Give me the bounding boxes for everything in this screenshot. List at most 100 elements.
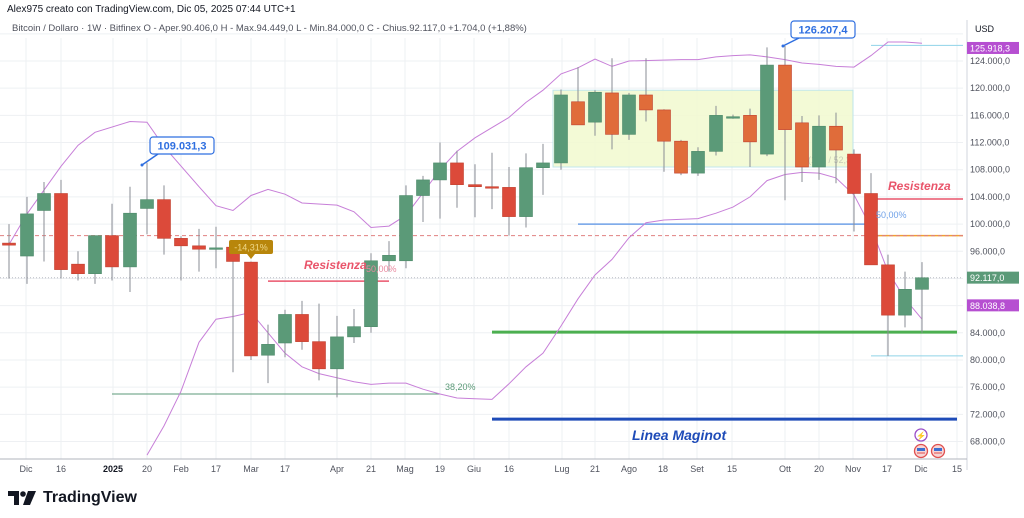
candle-body <box>88 235 102 274</box>
candle[interactable] <box>261 324 275 384</box>
badge-pointer <box>247 254 255 259</box>
candle[interactable] <box>829 112 843 184</box>
tradingview-logo[interactable]: TradingView <box>8 489 137 507</box>
candle[interactable] <box>898 271 912 328</box>
candle[interactable] <box>416 175 430 223</box>
candle[interactable] <box>847 149 861 232</box>
candle[interactable] <box>278 309 292 358</box>
candle[interactable] <box>657 109 671 172</box>
candle[interactable] <box>915 262 929 333</box>
candle[interactable] <box>54 179 68 279</box>
candle[interactable] <box>605 58 619 150</box>
candle-body <box>192 245 206 250</box>
candle[interactable] <box>226 241 240 373</box>
candle[interactable] <box>691 147 705 176</box>
lightning-glyph: ⚡ <box>916 431 926 441</box>
time-tick-label: Apr <box>330 464 344 474</box>
price-label-text: 92.117,0 <box>970 273 1004 283</box>
candle[interactable] <box>554 89 568 170</box>
candle[interactable] <box>312 303 326 381</box>
bollinger-lower-band <box>146 171 923 456</box>
candle-body <box>140 199 154 209</box>
candle-body <box>2 242 16 246</box>
candle[interactable] <box>536 143 550 195</box>
candle[interactable] <box>674 139 688 176</box>
candle[interactable] <box>88 235 102 284</box>
time-tick-label: 15 <box>952 464 962 474</box>
candle[interactable] <box>622 92 636 140</box>
candle[interactable] <box>709 105 723 156</box>
price-tick-label: 84.000,0 <box>970 328 1005 338</box>
candle[interactable] <box>485 152 499 210</box>
candle[interactable] <box>364 253 378 333</box>
candle[interactable] <box>433 142 447 219</box>
candle[interactable] <box>382 241 396 272</box>
candle[interactable] <box>571 67 585 126</box>
candle[interactable] <box>157 185 171 255</box>
label-linea-maginot: Linea Maginot <box>632 427 727 443</box>
price-tick-label: 96.000,0 <box>970 246 1005 256</box>
candle[interactable] <box>502 167 516 236</box>
candle[interactable] <box>519 153 533 228</box>
candle[interactable] <box>174 236 188 281</box>
time-tick-label: Dic <box>20 464 33 474</box>
candle[interactable] <box>347 309 361 343</box>
candle[interactable] <box>71 251 85 281</box>
price-label-box <box>967 41 1019 54</box>
callout-text: 126.207,4 <box>799 25 849 37</box>
candle-body <box>450 162 464 185</box>
label-resistenza-late: Resistenza <box>888 179 951 193</box>
callout-text: 109.031,3 <box>158 141 207 153</box>
candle[interactable] <box>743 108 757 168</box>
candle[interactable] <box>468 164 482 218</box>
candle[interactable] <box>881 254 895 356</box>
callout-anchor <box>140 163 144 167</box>
price-callout[interactable]: 109.031,3 <box>140 136 215 167</box>
candle[interactable] <box>795 116 809 182</box>
time-tick-label: Feb <box>173 464 189 474</box>
label-resistenza-early: Resistenza <box>304 258 367 272</box>
candle-body <box>864 193 878 266</box>
candle-body <box>898 289 912 316</box>
candle[interactable] <box>450 150 464 208</box>
candle[interactable] <box>864 173 878 266</box>
candle-body <box>37 193 51 211</box>
price-label-box <box>967 299 1019 312</box>
candle[interactable] <box>123 186 137 293</box>
candle[interactable] <box>105 203 119 281</box>
candle[interactable] <box>209 226 223 269</box>
candle[interactable] <box>192 228 206 272</box>
candle[interactable] <box>244 261 258 360</box>
candle-body <box>364 260 378 327</box>
candle[interactable] <box>588 90 602 136</box>
candle-body <box>71 263 85 274</box>
lightning-event-icon[interactable] <box>914 428 928 442</box>
candle-body <box>244 261 258 357</box>
price-callout[interactable]: 126.207,4 <box>781 20 856 48</box>
candle[interactable] <box>726 114 740 119</box>
candle[interactable] <box>37 181 51 262</box>
time-tick-label: 16 <box>56 464 66 474</box>
candle[interactable] <box>295 300 309 350</box>
candle[interactable] <box>399 185 413 269</box>
candle[interactable] <box>330 315 344 398</box>
candle-body <box>382 255 396 262</box>
candle[interactable] <box>20 196 34 284</box>
price-tick-label: 80.000,0 <box>970 355 1005 365</box>
candle[interactable] <box>760 47 774 157</box>
candle-body <box>639 94 653 111</box>
candle[interactable] <box>778 46 792 201</box>
candle[interactable] <box>639 58 653 122</box>
flag-stripe <box>917 448 925 451</box>
price-label-box <box>967 271 1019 284</box>
candle[interactable] <box>140 162 154 235</box>
price-tick-label: 116.000,0 <box>970 110 1009 120</box>
time-tick-label: Ott <box>779 464 792 474</box>
candle[interactable] <box>812 115 826 180</box>
time-tick-label: Nov <box>845 464 862 474</box>
candle-body <box>468 184 482 188</box>
candle[interactable] <box>2 224 16 279</box>
price-tick-label: 124.000,0 <box>970 56 1010 66</box>
event-markers[interactable]: ⚡ <box>913 428 946 459</box>
